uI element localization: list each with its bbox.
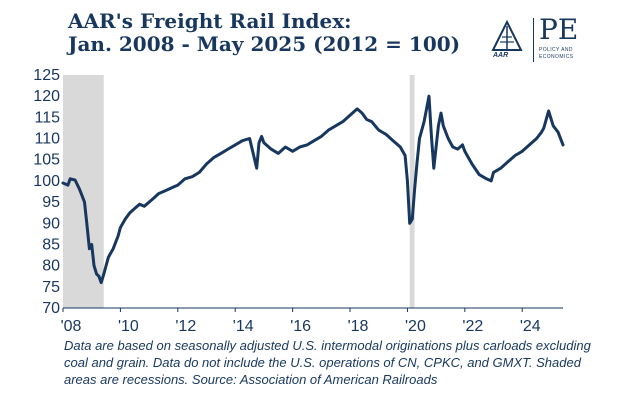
chart-title-line-2: Jan. 2008 - May 2025 (2012 = 100) xyxy=(68,32,461,56)
y-tick-label-90: 90 xyxy=(42,215,60,232)
y-tick-label-110: 110 xyxy=(34,131,60,148)
chart-title-line-1: AAR's Freight Rail Index: xyxy=(68,9,352,33)
y-tick-label-120: 120 xyxy=(33,88,60,105)
x-tick-label-20: '20 xyxy=(405,318,426,335)
x-tick-label-08: '08 xyxy=(61,318,82,335)
series-line-1 xyxy=(61,94,565,285)
y-tick-label-100: 100 xyxy=(33,173,60,190)
x-tick-label-18: '18 xyxy=(348,318,369,335)
recession-shading-layer xyxy=(63,75,415,308)
aar-logo-icon xyxy=(491,20,523,51)
y-tick-label-95: 95 xyxy=(42,194,60,211)
x-tick-label-22: '22 xyxy=(462,318,483,335)
aar-logo-text: AAR xyxy=(493,52,509,59)
chart-footnote: Data are based on seasonally adjusted U.… xyxy=(64,338,591,387)
x-tick-label-14: '14 xyxy=(233,318,254,335)
x-tick-label-24: '24 xyxy=(520,318,541,335)
pe-logo-subtext: POLICY AND ECONOMICS xyxy=(539,47,574,60)
y-tick-label-80: 80 xyxy=(42,258,60,275)
chart-title: AAR's Freight Rail Index: Jan. 2008 - Ma… xyxy=(68,10,460,56)
y-tick-label-125: 125 xyxy=(33,67,60,84)
logo-divider xyxy=(533,18,534,62)
series-line-layer xyxy=(61,94,565,285)
recession-band-2 xyxy=(409,75,415,308)
recession-band-1 xyxy=(63,75,104,308)
axis-layer: 70 75 80 85 90 95 100 105 110 115 120 125 '08 '10 '12 '… xyxy=(33,67,563,335)
y-tick-label-75: 75 xyxy=(42,279,60,296)
x-tick-label-12: '12 xyxy=(175,318,196,335)
y-tick-label-70: 70 xyxy=(42,300,60,317)
x-tick-label-10: '10 xyxy=(118,318,139,335)
y-tick-label-105: 105 xyxy=(33,152,60,169)
y-tick-label-115: 115 xyxy=(34,109,60,126)
x-tick-label-16: '16 xyxy=(290,318,311,335)
pe-logo-text: PE xyxy=(539,13,579,46)
y-tick-label-85: 85 xyxy=(42,236,60,253)
